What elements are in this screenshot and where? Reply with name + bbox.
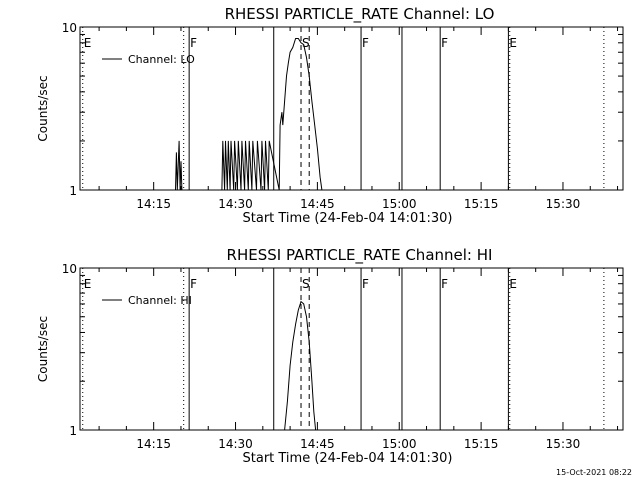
chart-panel-1: RHESSI PARTICLE_RATE Channel: HI E F S F F E 1 1… — [36, 246, 624, 466]
x-tick-label: 15:15 — [464, 197, 499, 211]
y-axis-label: Counts/sec — [36, 316, 50, 382]
x-axis-label: Start Time (24-Feb-04 14:01:30) — [243, 451, 453, 466]
x-tick-label: 14:45 — [300, 197, 335, 211]
event-marker-label: F — [362, 277, 369, 291]
event-marker-label: S — [302, 277, 310, 291]
y-tick-label: 10 — [62, 21, 77, 35]
x-tick-label: 14:15 — [136, 197, 171, 211]
chart-title: RHESSI PARTICLE_RATE Channel: LO — [225, 5, 495, 24]
x-axis-label: Start Time (24-Feb-04 14:01:30) — [243, 211, 453, 226]
event-marker-label: F — [441, 277, 448, 291]
plot-frame — [79, 26, 624, 191]
event-marker-label: F — [441, 36, 448, 50]
event-marker-label: E — [509, 36, 517, 50]
footer-timestamp: 15-Oct-2021 08:22 — [556, 468, 632, 477]
x-tick-label: 14:30 — [218, 197, 253, 211]
chart-title: RHESSI PARTICLE_RATE Channel: HI — [227, 246, 493, 265]
x-tick-label: 15:30 — [546, 437, 581, 451]
y-tick-label: 1 — [69, 424, 77, 438]
x-tick-label: 14:15 — [136, 437, 171, 451]
y-tick-label: 10 — [62, 262, 77, 276]
x-tick-label: 14:30 — [218, 437, 253, 451]
legend-label: Channel: LO — [128, 53, 195, 66]
y-tick-label: 1 — [69, 184, 77, 198]
x-tick-label: 15:00 — [382, 197, 417, 211]
event-marker-label: E — [84, 36, 92, 50]
event-marker-label: F — [190, 277, 197, 291]
y-axis-label: Counts/sec — [36, 75, 50, 141]
chart-panel-0: RHESSI PARTICLE_RATE Channel: LO E F S F F E 1 1… — [36, 5, 624, 226]
event-marker-label: E — [509, 277, 517, 291]
plot-frame — [79, 267, 624, 431]
x-tick-label: 15:15 — [464, 437, 499, 451]
event-marker-label: F — [190, 36, 197, 50]
series-line — [284, 300, 317, 431]
x-tick-label: 15:30 — [546, 197, 581, 211]
legend-label: Channel: HI — [128, 294, 192, 307]
event-marker-label: F — [362, 36, 369, 50]
x-tick-label: 14:45 — [300, 437, 335, 451]
event-marker-label: S — [302, 36, 310, 50]
x-tick-label: 15:00 — [382, 437, 417, 451]
chart-panels: RHESSI PARTICLE_RATE Channel: LO E F S F F E 1 1… — [36, 5, 624, 466]
event-marker-label: E — [84, 277, 92, 291]
